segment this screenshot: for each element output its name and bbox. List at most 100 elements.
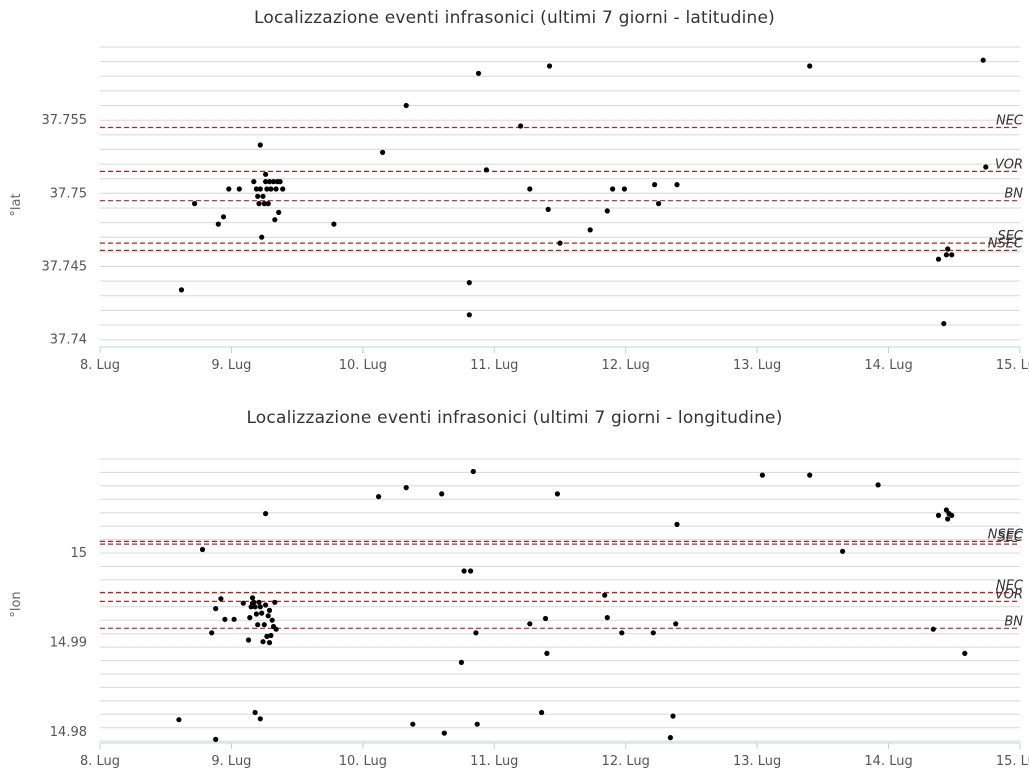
data-point[interactable] [263,602,269,608]
data-point[interactable] [270,179,277,185]
data-point[interactable] [280,186,286,192]
data-point[interactable] [962,650,968,656]
data-point[interactable] [268,186,274,192]
data-point[interactable] [656,201,662,207]
data-point[interactable] [930,626,936,632]
data-point[interactable] [257,186,263,192]
data-point[interactable] [403,102,409,109]
data-point[interactable] [587,227,593,233]
data-point[interactable] [542,615,549,622]
data-point[interactable] [807,472,813,478]
data-point[interactable] [610,186,616,192]
data-point[interactable] [257,604,263,610]
data-point[interactable] [222,616,228,622]
data-point[interactable] [259,234,265,240]
data-point[interactable] [621,186,628,192]
data-point[interactable] [935,512,942,518]
data-point[interactable] [604,208,610,214]
data-point[interactable] [539,709,545,716]
data-point[interactable] [255,622,261,628]
data-point[interactable] [263,511,269,517]
data-point[interactable] [557,240,563,246]
data-point[interactable] [249,600,256,606]
data-point[interactable] [273,626,279,632]
data-point[interactable] [263,171,269,177]
data-point[interactable] [983,164,989,170]
data-point[interactable] [256,201,262,207]
data-point[interactable] [650,630,656,636]
data-point[interactable] [264,186,270,192]
data-point[interactable] [403,485,409,491]
data-point[interactable] [673,621,679,627]
data-point[interactable] [247,615,253,621]
data-point[interactable] [546,63,553,69]
data-point[interactable] [483,167,489,173]
data-point[interactable] [260,193,266,199]
data-point[interactable] [759,472,766,478]
data-point[interactable] [380,149,386,155]
data-point[interactable] [441,730,447,736]
data-point[interactable] [249,595,256,601]
data-point[interactable] [273,186,279,192]
data-point[interactable] [264,633,270,639]
data-point[interactable] [231,616,237,622]
data-point[interactable] [943,507,950,513]
data-point[interactable] [602,592,608,598]
data-point[interactable] [670,713,676,719]
data-point[interactable] [439,491,445,497]
data-point[interactable] [376,494,382,500]
data-point[interactable] [245,637,252,643]
data-point[interactable] [213,606,219,612]
data-point[interactable] [474,721,480,727]
data-point[interactable] [269,617,275,623]
data-point[interactable] [260,639,266,645]
data-point[interactable] [259,610,265,616]
data-point[interactable] [410,721,416,727]
data-point[interactable] [256,599,262,605]
data-point[interactable] [209,630,215,636]
data-point[interactable] [257,142,263,148]
data-point[interactable] [875,482,881,488]
data-point[interactable] [674,182,680,188]
data-point[interactable] [251,179,257,185]
data-point[interactable] [466,280,472,286]
data-point[interactable] [461,568,467,574]
data-point[interactable] [473,630,479,636]
data-point[interactable] [674,521,680,527]
data-point[interactable] [545,206,551,212]
data-point[interactable] [252,709,258,716]
data-point[interactable] [178,287,185,293]
data-point[interactable] [261,622,267,628]
data-point[interactable] [935,256,942,262]
data-point[interactable] [192,201,198,207]
data-point[interactable] [949,512,955,518]
data-point[interactable] [619,630,625,636]
data-point[interactable] [518,123,524,129]
data-point[interactable] [943,252,950,258]
data-point[interactable] [266,607,273,613]
data-point[interactable] [277,179,283,185]
data-point[interactable] [213,736,219,742]
data-point[interactable] [527,186,533,192]
data-point[interactable] [236,186,242,192]
data-point[interactable] [667,735,674,741]
data-point[interactable] [544,650,550,656]
data-point[interactable] [554,491,561,497]
data-point[interactable] [840,548,846,554]
data-point[interactable] [176,717,182,723]
data-point[interactable] [331,221,337,227]
data-point[interactable] [475,70,482,76]
data-point[interactable] [945,516,951,522]
data-point[interactable] [253,611,259,617]
data-point[interactable] [266,179,273,185]
data-point[interactable] [458,659,464,665]
data-point[interactable] [265,201,271,207]
data-point[interactable] [261,201,267,207]
data-point[interactable] [604,615,610,621]
data-point[interactable] [257,716,263,722]
data-point[interactable] [268,632,274,639]
data-point[interactable] [652,182,658,188]
data-point[interactable] [266,640,273,646]
data-point[interactable] [265,613,271,619]
data-point[interactable] [226,186,232,192]
